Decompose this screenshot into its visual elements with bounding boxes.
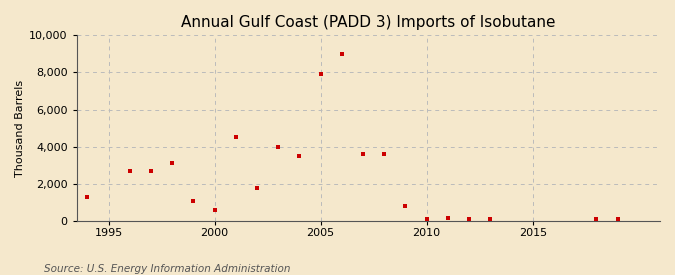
Point — [591, 217, 602, 221]
Point — [400, 204, 411, 208]
Point — [167, 161, 178, 166]
Y-axis label: Thousand Barrels: Thousand Barrels — [15, 80, 25, 177]
Point — [443, 216, 454, 221]
Text: Source: U.S. Energy Information Administration: Source: U.S. Energy Information Administ… — [44, 264, 290, 274]
Point — [294, 154, 305, 158]
Point — [146, 169, 157, 173]
Point — [82, 195, 92, 199]
Point — [485, 217, 495, 221]
Point — [612, 217, 623, 221]
Point — [315, 72, 326, 76]
Point — [209, 208, 220, 212]
Point — [188, 199, 198, 203]
Point — [421, 217, 432, 221]
Point — [358, 152, 369, 156]
Title: Annual Gulf Coast (PADD 3) Imports of Isobutane: Annual Gulf Coast (PADD 3) Imports of Is… — [181, 15, 556, 30]
Point — [379, 152, 389, 156]
Point — [230, 135, 241, 140]
Point — [273, 145, 284, 149]
Point — [336, 52, 347, 56]
Point — [464, 217, 475, 221]
Point — [124, 169, 135, 173]
Point — [252, 185, 263, 190]
